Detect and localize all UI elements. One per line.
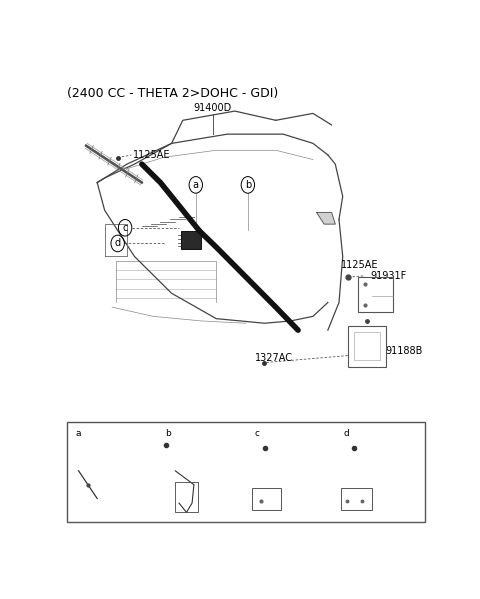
Text: 91188B: 91188B: [385, 346, 423, 356]
Text: 91400D: 91400D: [193, 104, 232, 113]
Bar: [181, 231, 202, 249]
Text: 1129ED: 1129ED: [356, 441, 391, 450]
Polygon shape: [317, 213, 335, 224]
Text: a: a: [193, 180, 199, 190]
Text: 1125AE: 1125AE: [132, 150, 170, 160]
Text: a: a: [76, 429, 81, 438]
Text: b: b: [165, 429, 171, 438]
Bar: [252, 488, 281, 510]
Text: 91931: 91931: [250, 495, 278, 504]
Bar: [341, 488, 372, 510]
Bar: [67, 422, 424, 522]
Text: d: d: [115, 238, 121, 249]
Text: b: b: [245, 180, 251, 190]
Bar: [358, 277, 393, 311]
Text: 1125AE: 1125AE: [341, 260, 378, 270]
Text: 1141AC: 1141AC: [92, 455, 127, 464]
Text: c: c: [122, 223, 128, 233]
Text: 91931F: 91931F: [371, 271, 407, 281]
Text: 91931E: 91931E: [339, 495, 373, 504]
Bar: [175, 482, 198, 512]
Bar: [354, 332, 380, 360]
Text: 1327AC: 1327AC: [255, 353, 293, 363]
Text: d: d: [344, 429, 349, 438]
Text: 1129ED: 1129ED: [266, 441, 302, 450]
Text: 1141AC: 1141AC: [164, 432, 199, 441]
Text: c: c: [255, 429, 260, 438]
Bar: [348, 326, 385, 367]
Text: (2400 CC - THETA 2>DOHC - GDI): (2400 CC - THETA 2>DOHC - GDI): [67, 87, 279, 99]
